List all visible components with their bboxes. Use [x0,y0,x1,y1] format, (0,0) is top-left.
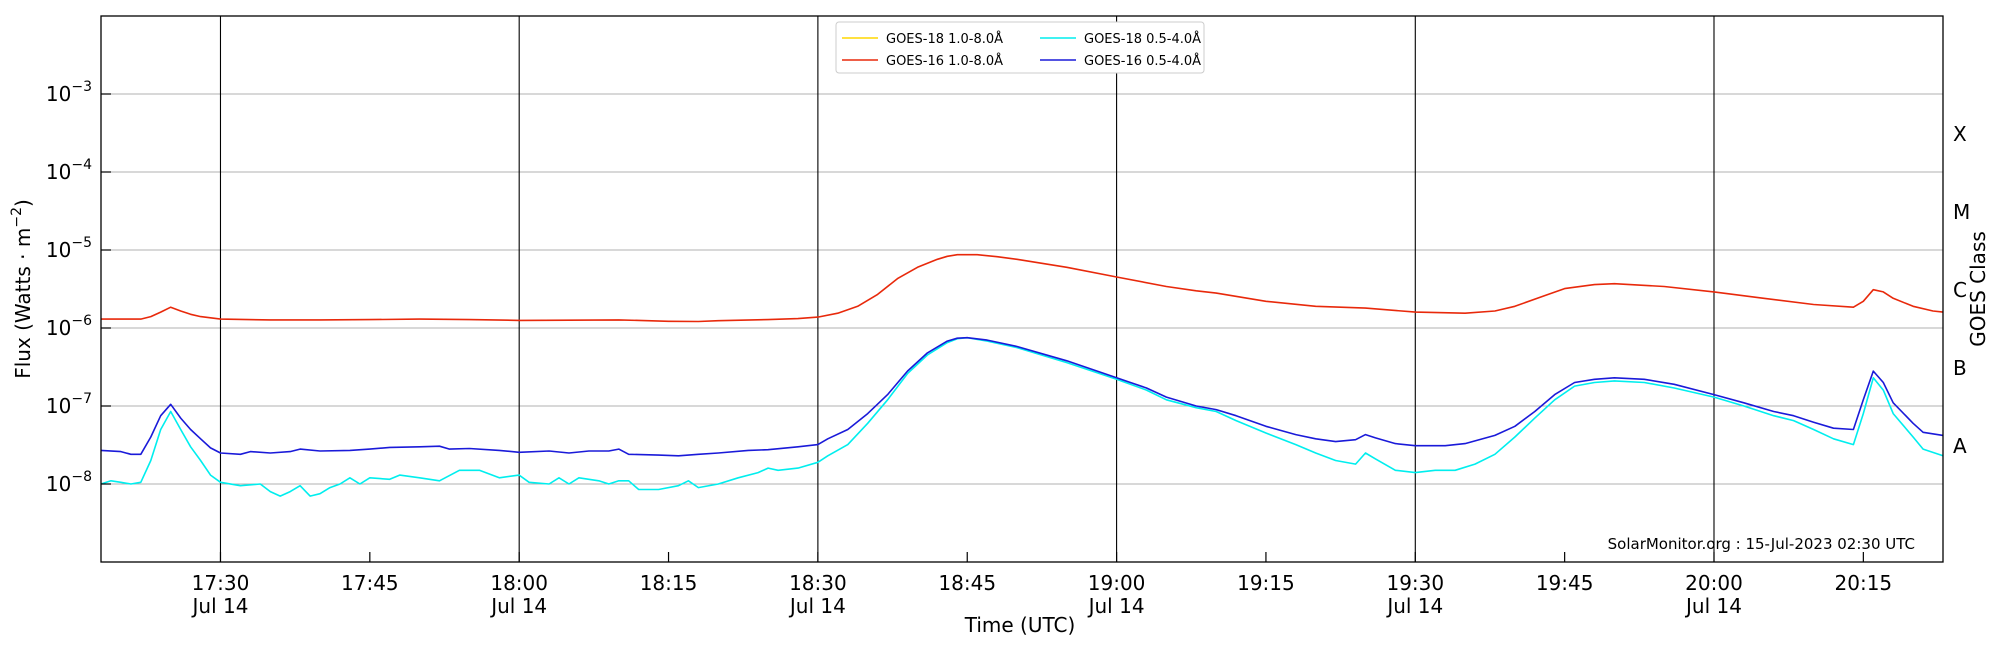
legend-label-2: GOES-18 0.5-4.0Å [1084,31,1201,47]
y-tick-label-1: 10−7 [46,391,92,418]
x-tick-label-0: 17:30 [192,571,250,595]
grid-lines [101,93,1943,485]
credit-text: SolarMonitor.org : 15-Jul-2023 02:30 UTC [1608,535,1915,553]
x-tick-sublabel-6: Jul 14 [1087,594,1145,618]
x-tick-sublabel-4: Jul 14 [788,594,846,618]
y-tick-label-0: 10−8 [46,469,92,496]
series-lines [100,253,1944,497]
goes-class-label-a: A [1953,434,1967,458]
x-tick-label-8: 19:30 [1386,571,1444,595]
y-axis-label: Flux (Watts · m−2) [9,199,35,379]
series-line-2 [100,336,1944,497]
x-tick-label-6: 19:00 [1088,571,1146,595]
x-tick-label-1: 17:45 [341,571,399,595]
x-tick-label-10: 20:00 [1685,571,1743,595]
y-tick-label-4: 10−4 [46,157,92,184]
x-tick-label-5: 18:45 [938,571,996,595]
goes-class-label-m: M [1953,200,1970,224]
legend: GOES-18 1.0-8.0Å GOES-16 1.0-8.0Å GOES-18 … [835,21,1205,74]
x-tick-label-11: 20:15 [1835,571,1893,595]
goes-class-label-b: B [1953,356,1967,380]
legend-label-1: GOES-16 1.0-8.0Å [886,53,1003,69]
y-tick-label-2: 10−6 [46,313,92,340]
x-tick-label-4: 18:30 [789,571,847,595]
day-marker-lines [219,16,1715,562]
plot-frame [100,15,1944,563]
goes-class-label-c: C [1953,278,1967,302]
y-tick-label-3: 10−5 [46,235,92,262]
x-tick-label-3: 18:15 [640,571,698,595]
x-tick-sublabel-10: Jul 14 [1684,594,1742,618]
x-tick-label-2: 18:00 [490,571,548,595]
x-tick-label-7: 19:15 [1237,571,1295,595]
goes-class-label-x: X [1953,122,1967,146]
x-tick-sublabel-8: Jul 14 [1385,594,1443,618]
goes-class-axis-label: GOES Class [1966,231,1990,347]
legend-label-0: GOES-18 1.0-8.0Å [886,31,1003,47]
x-tick-sublabel-2: Jul 14 [489,594,547,618]
series-line-3 [100,336,1944,457]
x-tick-label-9: 19:45 [1536,571,1594,595]
y-tick-label-5: 10−3 [46,79,92,106]
x-tick-sublabel-0: Jul 14 [191,594,249,618]
legend-box [835,21,1205,74]
series-line-1 [101,253,1944,323]
legend-label-3: GOES-16 0.5-4.0Å [1084,53,1201,69]
x-axis-label: Time (UTC) [964,613,1076,637]
